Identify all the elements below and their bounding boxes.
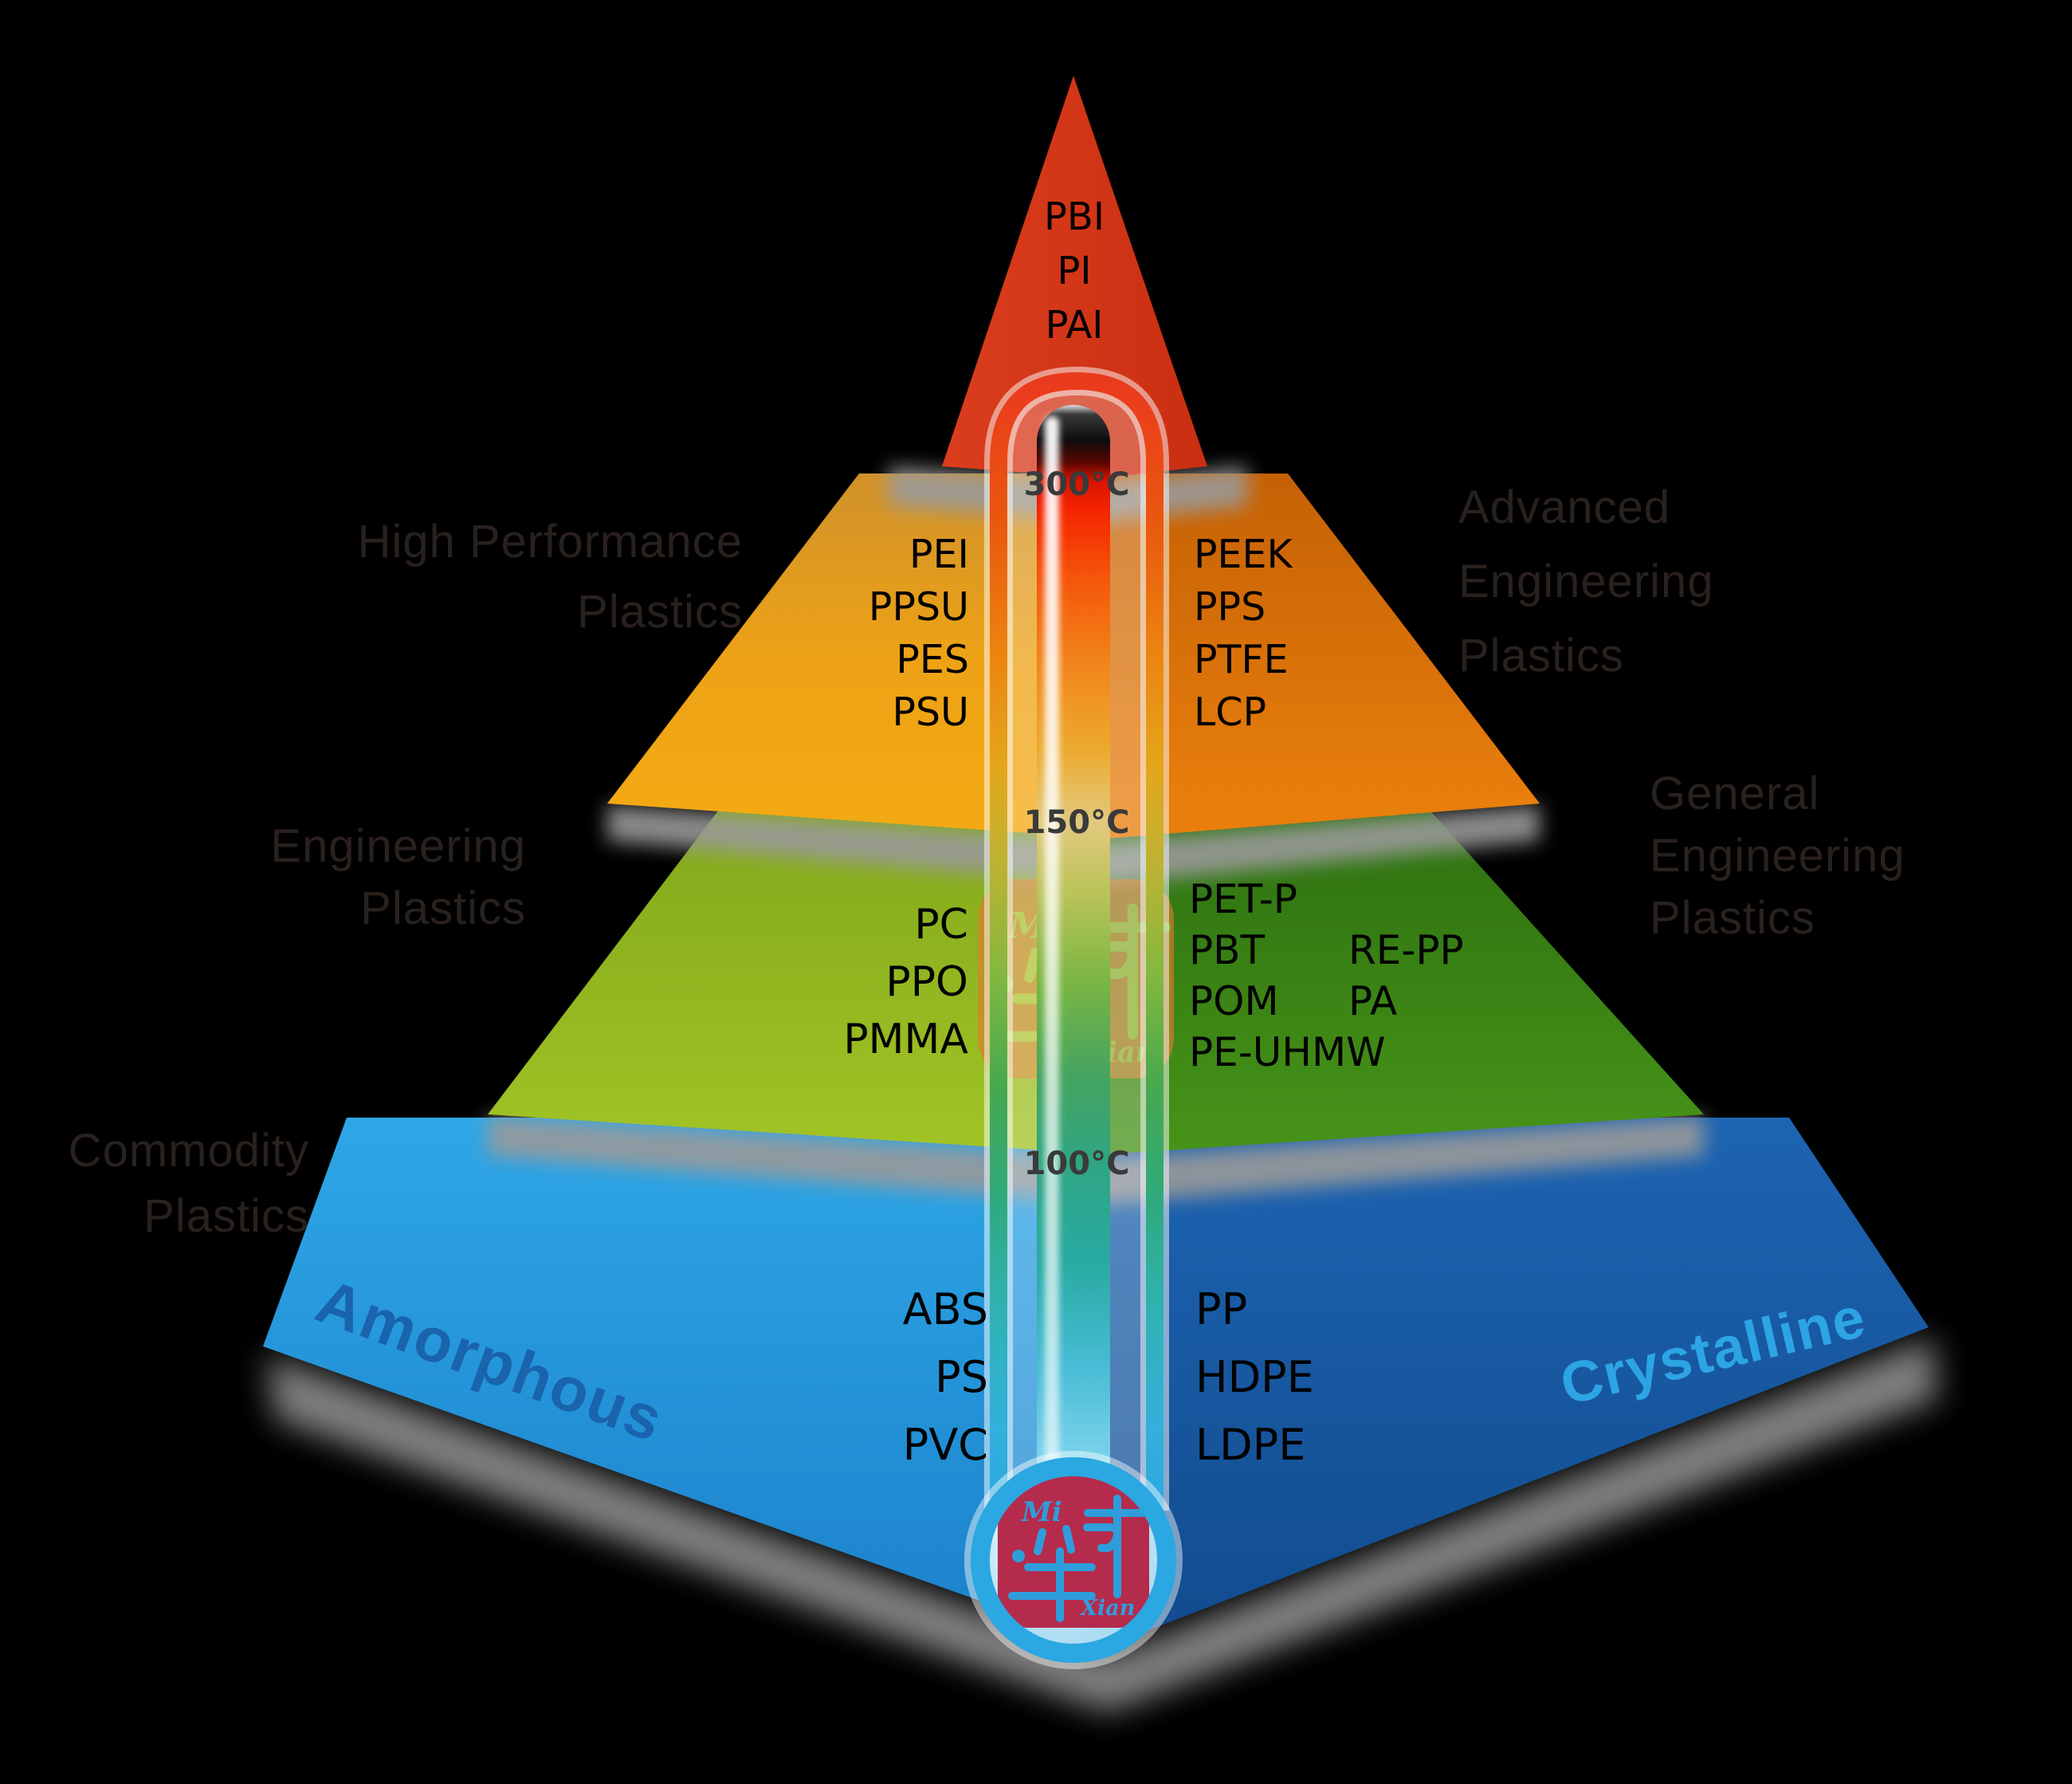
engineering-tier-left: [488, 807, 1108, 1154]
label-line: High Performance: [357, 516, 743, 568]
commodity-amorphous-list: ABS PS PVC: [903, 1275, 988, 1479]
material-item: PET-P: [1189, 876, 1297, 922]
scale-100c: 100°C: [1023, 1145, 1130, 1182]
material-item: PPO: [885, 958, 968, 1006]
label-line: Plastics: [360, 882, 526, 934]
engineering-crystalline-list-col2: RE-PP PA: [1348, 925, 1464, 1027]
label-commodity-plastics: Commodity Plastics: [69, 1118, 309, 1249]
high-performance-tier-left: [607, 474, 1108, 839]
material-item: PES: [896, 637, 969, 682]
material-item: PTFE: [1194, 637, 1289, 682]
engineering-amorphous-list: PC PPO PMMA: [843, 896, 968, 1068]
thermometer-tube-wall: [990, 371, 1164, 1511]
label-line: Engineering: [270, 820, 526, 872]
label-line: Plastics: [1458, 630, 1624, 682]
commodity-tier-shadow: [267, 1338, 1938, 1712]
label-high-performance-plastics: High Performance Plastics: [358, 507, 743, 647]
label-engineering-plastics: Engineering Plastics: [270, 815, 526, 940]
high-performance-amorphous-list: PEI PPSU PES PSU: [869, 529, 969, 739]
material-item: PA: [1348, 978, 1398, 1024]
commodity-crystalline-list: PP HDPE LDPE: [1195, 1275, 1314, 1479]
material-item: PEI: [909, 532, 969, 577]
material-item: PBT: [1189, 927, 1265, 973]
material-item: PVC: [902, 1420, 988, 1470]
material-item: PSU: [892, 690, 969, 735]
material-item: PBI: [1043, 195, 1105, 239]
material-item: RE-PP: [1348, 927, 1464, 973]
label-advanced-engineering-plastics: Advanced Engineering Plastics: [1458, 470, 1714, 693]
thermometer-column-highlight: [1045, 416, 1059, 1551]
material-item: PPS: [1194, 584, 1266, 630]
apex-tier: [942, 76, 1207, 478]
label-line: Advanced: [1458, 481, 1670, 533]
material-item: HDPE: [1195, 1352, 1314, 1402]
label-line: Plastics: [577, 586, 743, 638]
material-item: PE-UHMW: [1189, 1029, 1386, 1075]
bulb-xian-text: Xian: [1079, 1596, 1135, 1621]
bulb-seal-glyphs: [1008, 1495, 1147, 1622]
bulb-ring: [971, 1457, 1176, 1663]
scale-150c: 150°C: [1023, 804, 1130, 841]
label-general-engineering-plastics: General Engineering Plastics: [1650, 763, 1905, 949]
engineering-crystalline-list: PET-P PBT POM PE-UHMW: [1189, 874, 1386, 1078]
label-line: Plastics: [1650, 892, 1815, 944]
material-item: PC: [914, 901, 968, 949]
high-performance-tier-right: [1108, 474, 1540, 839]
label-line: Plastics: [143, 1190, 309, 1242]
material-item: LCP: [1194, 690, 1267, 735]
apex-materials-list: PBI PI PAI: [1044, 190, 1105, 352]
bulb-mi-text: Mi: [1021, 1496, 1062, 1528]
material-item: PP: [1195, 1284, 1248, 1334]
material-item: PS: [935, 1352, 988, 1402]
material-item: POM: [1189, 978, 1279, 1024]
bulb-outer-rim: [964, 1451, 1183, 1669]
material-item: PEEK: [1194, 532, 1293, 577]
label-line: Commodity: [68, 1125, 309, 1177]
material-item: PPSU: [868, 584, 969, 630]
scale-300c: 300°C: [1023, 466, 1130, 503]
bulb-seal-dot: [1012, 1550, 1025, 1562]
engineering-tier-right: [1108, 807, 1704, 1154]
material-item: PAI: [1045, 303, 1104, 348]
material-item: PI: [1057, 249, 1092, 293]
material-item: ABS: [902, 1284, 988, 1334]
material-item: PMMA: [843, 1016, 968, 1063]
label-line: Engineering: [1458, 556, 1714, 607]
commodity-tier-left: [263, 1118, 1108, 1646]
mixian-bulb-stamp: Mi Xian: [998, 1476, 1149, 1628]
high-performance-crystalline-list: PEEK PPS PTFE LCP: [1194, 529, 1293, 739]
label-line: General: [1650, 768, 1820, 819]
commodity-tier-right: [1108, 1118, 1929, 1646]
label-line: Engineering: [1650, 830, 1905, 882]
material-item: LDPE: [1195, 1420, 1306, 1470]
